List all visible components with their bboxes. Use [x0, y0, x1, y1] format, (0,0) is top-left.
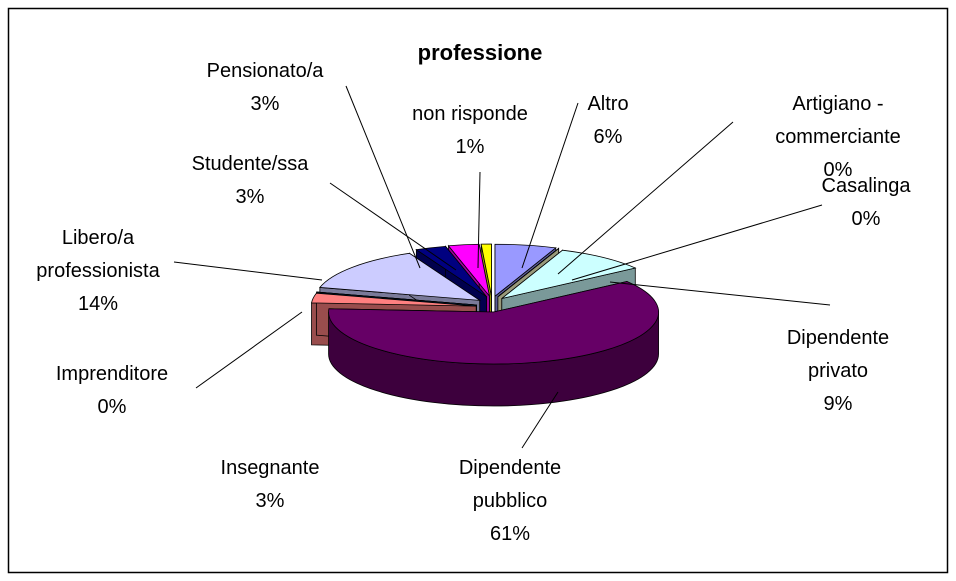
slice-top	[480, 243, 492, 297]
leader-line	[195, 311, 303, 389]
slice	[328, 280, 659, 407]
leader-line	[571, 204, 823, 281]
slice-value-label: 1%	[455, 136, 485, 158]
slice-value-label: 3%	[250, 93, 280, 115]
slice-top	[494, 243, 557, 298]
slice-value-label: 0%	[97, 396, 127, 418]
slice-top	[328, 281, 659, 365]
slice-value-label: 61%	[489, 523, 531, 545]
leader-line	[521, 102, 579, 269]
slice-label: Imprenditore	[55, 363, 169, 385]
leader-line	[329, 182, 457, 271]
slice-value-label: 14%	[77, 293, 119, 315]
slice-value-label: 9%	[823, 393, 853, 415]
slice-value-label: 0%	[851, 208, 881, 230]
chart-title: professione	[417, 40, 543, 65]
slice-top	[415, 245, 487, 298]
slice-label: Casalinga	[821, 175, 911, 197]
slice-label: Insegnante	[220, 457, 320, 479]
slice-label: non risponde	[412, 103, 528, 125]
leader-line	[557, 121, 734, 275]
slice-value-label: 6%	[593, 126, 623, 148]
slice-top	[319, 252, 482, 301]
slice-top	[501, 249, 637, 299]
slice-value-label: 3%	[255, 490, 285, 512]
slice-value-label: 0%	[823, 159, 853, 181]
leader-line	[173, 261, 323, 281]
leader-line	[477, 171, 481, 269]
slice-label: Pensionato/a	[206, 60, 324, 82]
slice-label: Dipendente privato	[786, 327, 890, 382]
slice-label: Libero/a professionista	[36, 227, 160, 282]
slice-label: Artigiano - commerciante	[775, 93, 901, 148]
slice-label: Altro	[587, 93, 629, 115]
slice-label: Dipendente pubblico	[458, 457, 562, 512]
leader-line	[609, 281, 831, 306]
slice-top	[447, 243, 490, 297]
slice-value-label: 3%	[235, 186, 265, 208]
slice-top	[311, 292, 477, 307]
leader-line	[345, 85, 421, 269]
leader-line	[521, 391, 559, 449]
slice-label: Studente/ssa	[191, 153, 309, 175]
